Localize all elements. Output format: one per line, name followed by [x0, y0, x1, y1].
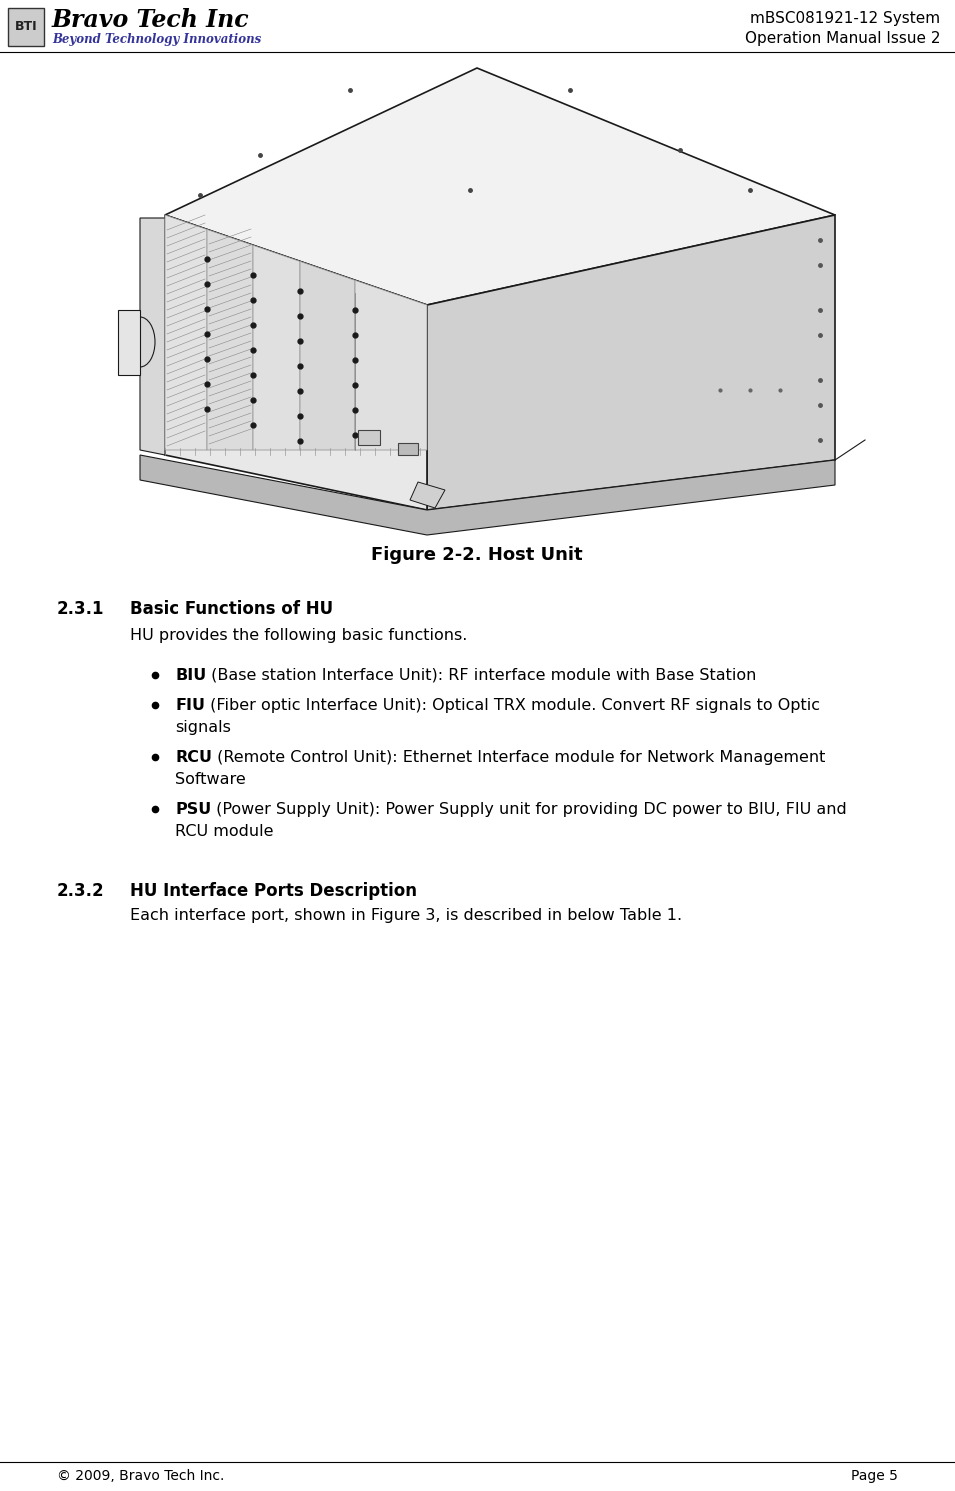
Text: Figure 2-2. Host Unit: Figure 2-2. Host Unit	[371, 546, 583, 564]
Text: signals: signals	[175, 720, 231, 735]
Text: RCU: RCU	[175, 750, 212, 765]
Text: Operation Manual Issue 2: Operation Manual Issue 2	[745, 30, 940, 46]
Text: 2.3.2: 2.3.2	[57, 883, 105, 901]
Polygon shape	[355, 280, 427, 450]
Polygon shape	[253, 245, 300, 450]
Text: Bravo Tech Inc: Bravo Tech Inc	[52, 7, 249, 31]
Text: (Remote Control Unit): Ethernet Interface module for Network Management: (Remote Control Unit): Ethernet Interfac…	[212, 750, 825, 765]
Text: FIU: FIU	[175, 698, 205, 713]
Text: Beyond Technology Innovations: Beyond Technology Innovations	[52, 33, 262, 46]
Text: © 2009, Bravo Tech Inc.: © 2009, Bravo Tech Inc.	[57, 1469, 224, 1484]
Text: Page 5: Page 5	[851, 1469, 898, 1484]
Bar	[8, 7, 44, 46]
Polygon shape	[118, 310, 140, 376]
Text: mBSC081921-12 System: mBSC081921-12 System	[750, 10, 940, 25]
Text: Each interface port, shown in Figure 3, is described in below Table 1.: Each interface port, shown in Figure 3, …	[130, 908, 682, 923]
Polygon shape	[140, 455, 835, 535]
Polygon shape	[140, 218, 165, 455]
Text: Basic Functions of HU: Basic Functions of HU	[130, 599, 333, 617]
Text: HU Interface Ports Description: HU Interface Ports Description	[130, 883, 417, 901]
Text: 2.3.1: 2.3.1	[57, 599, 104, 617]
Polygon shape	[165, 215, 427, 510]
Polygon shape	[165, 215, 207, 450]
Bar	[358, 429, 380, 444]
Text: Software: Software	[175, 772, 245, 787]
Text: BTI: BTI	[14, 21, 37, 33]
Text: (Power Supply Unit): Power Supply unit for providing DC power to BIU, FIU and: (Power Supply Unit): Power Supply unit f…	[211, 802, 847, 817]
Polygon shape	[207, 230, 253, 450]
Text: (Fiber optic Interface Unit): Optical TRX module. Convert RF signals to Optic: (Fiber optic Interface Unit): Optical TR…	[205, 698, 820, 713]
Polygon shape	[165, 69, 835, 306]
Bar	[398, 443, 418, 455]
Text: HU provides the following basic functions.: HU provides the following basic function…	[130, 628, 467, 643]
Text: BIU: BIU	[175, 668, 206, 683]
Text: (Base station Interface Unit): RF interface module with Base Station: (Base station Interface Unit): RF interf…	[206, 668, 756, 683]
Polygon shape	[410, 482, 445, 508]
Text: RCU module: RCU module	[175, 825, 273, 839]
Polygon shape	[427, 215, 835, 510]
Text: PSU: PSU	[175, 802, 211, 817]
Polygon shape	[300, 261, 355, 450]
